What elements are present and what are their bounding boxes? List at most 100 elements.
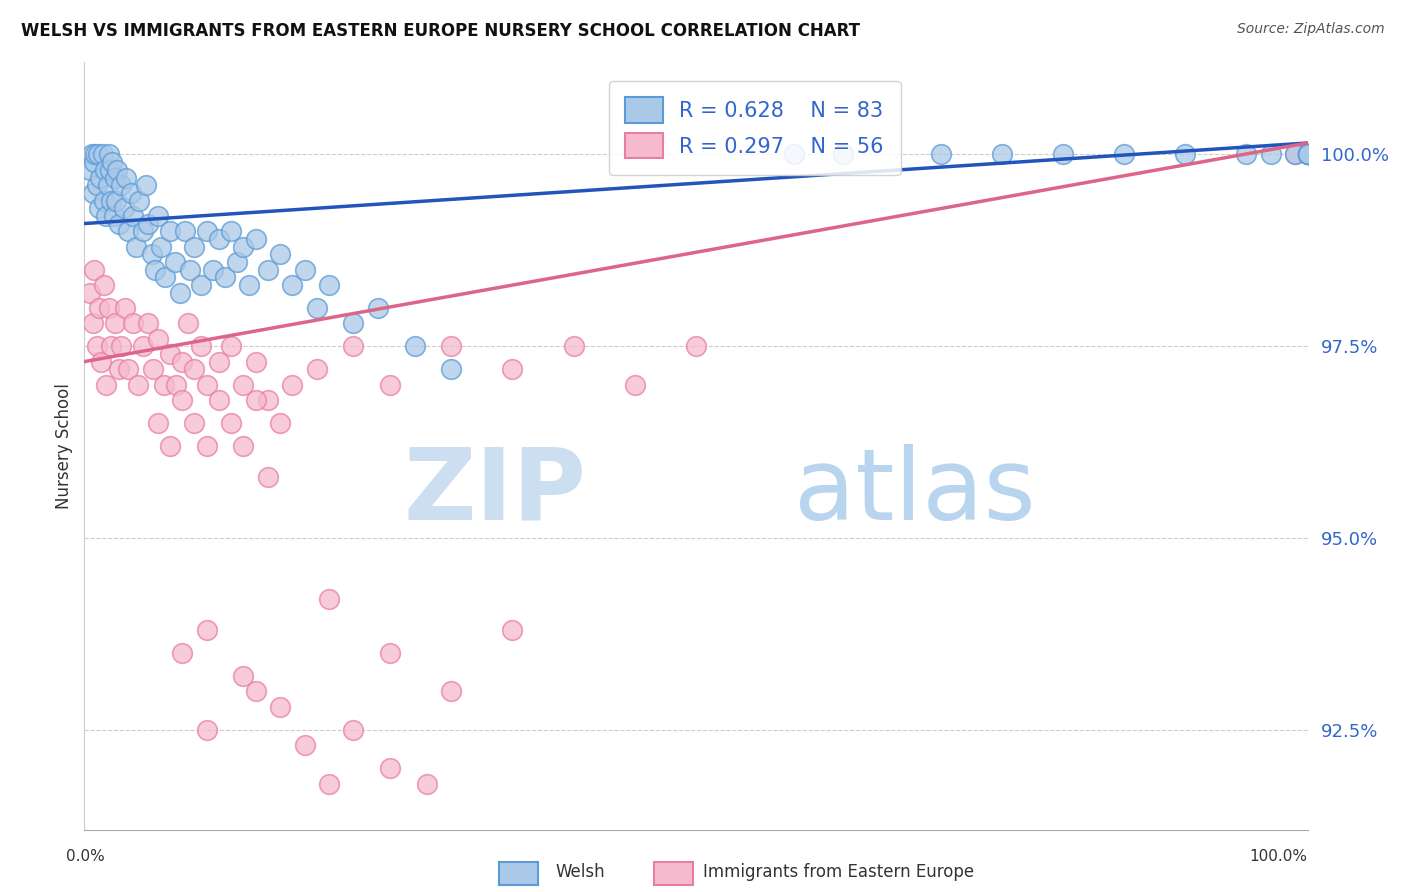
Text: Source: ZipAtlas.com: Source: ZipAtlas.com [1237,22,1385,37]
Point [294,738,316,752]
Point [82,186,104,200]
Point [172,392,194,407]
Point [79,285,101,300]
Point [195,377,218,392]
Point [294,262,316,277]
Point [404,339,426,353]
Point [416,776,439,790]
Point [245,232,267,246]
Point [112,201,135,215]
Point [84,147,107,161]
Point [783,147,806,161]
Point [195,439,218,453]
Point [97,147,120,161]
Point [153,270,176,285]
Point [440,339,463,353]
Point [172,354,194,368]
Point [367,301,389,315]
Point [86,339,108,353]
Point [83,155,105,169]
Point [245,354,267,368]
Point [135,178,157,193]
Point [991,147,1014,161]
Point [226,255,249,269]
Point [87,201,110,215]
Point [90,354,112,368]
Point [1052,147,1074,161]
Point [1174,147,1197,161]
Point [219,416,242,430]
Point [97,178,120,193]
Text: Welsh: Welsh [555,863,605,881]
Point [97,301,120,315]
Point [214,270,236,285]
Point [685,339,707,353]
Point [440,684,463,698]
Point [1296,147,1319,161]
Point [143,262,166,277]
Point [132,224,155,238]
Point [110,178,132,193]
Point [281,277,304,292]
Point [120,186,142,200]
Point [103,209,125,223]
Point [562,339,585,353]
Point [201,262,224,277]
Point [1296,147,1319,161]
Point [190,339,212,353]
Point [122,316,145,330]
Point [159,224,181,238]
Point [127,377,149,392]
Point [142,362,165,376]
Point [380,377,402,392]
Point [190,277,212,292]
Point [208,392,231,407]
Point [257,392,280,407]
Point [87,147,110,161]
Point [440,362,463,376]
Point [1296,147,1319,161]
Point [1296,147,1319,161]
Point [104,316,127,330]
Point [115,170,138,185]
Point [269,247,291,261]
Point [173,224,195,238]
Point [238,277,260,292]
Point [159,347,181,361]
Point [380,646,402,660]
Text: ZIP: ZIP [404,443,586,541]
Point [107,362,129,376]
Text: atlas: atlas [794,443,1035,541]
Point [305,362,328,376]
Point [269,699,291,714]
Point [208,354,231,368]
Point [232,439,254,453]
Text: 100.0%: 100.0% [1250,849,1308,863]
Point [183,362,205,376]
Point [94,162,117,177]
Point [100,339,122,353]
Point [165,377,187,392]
Point [96,209,118,223]
Point [91,147,114,161]
Point [83,262,105,277]
Point [318,277,340,292]
Point [245,684,267,698]
Point [502,623,524,637]
Point [159,439,181,453]
Point [380,761,402,775]
Y-axis label: Nursery School: Nursery School [55,383,73,509]
Point [232,377,254,392]
Point [1296,147,1319,161]
Point [79,162,101,177]
Point [269,416,291,430]
Point [107,217,129,231]
Point [128,194,150,208]
Point [146,209,169,223]
Point [105,162,128,177]
Point [232,239,254,253]
Point [318,776,340,790]
Point [245,392,267,407]
Point [146,332,169,346]
Point [136,316,159,330]
